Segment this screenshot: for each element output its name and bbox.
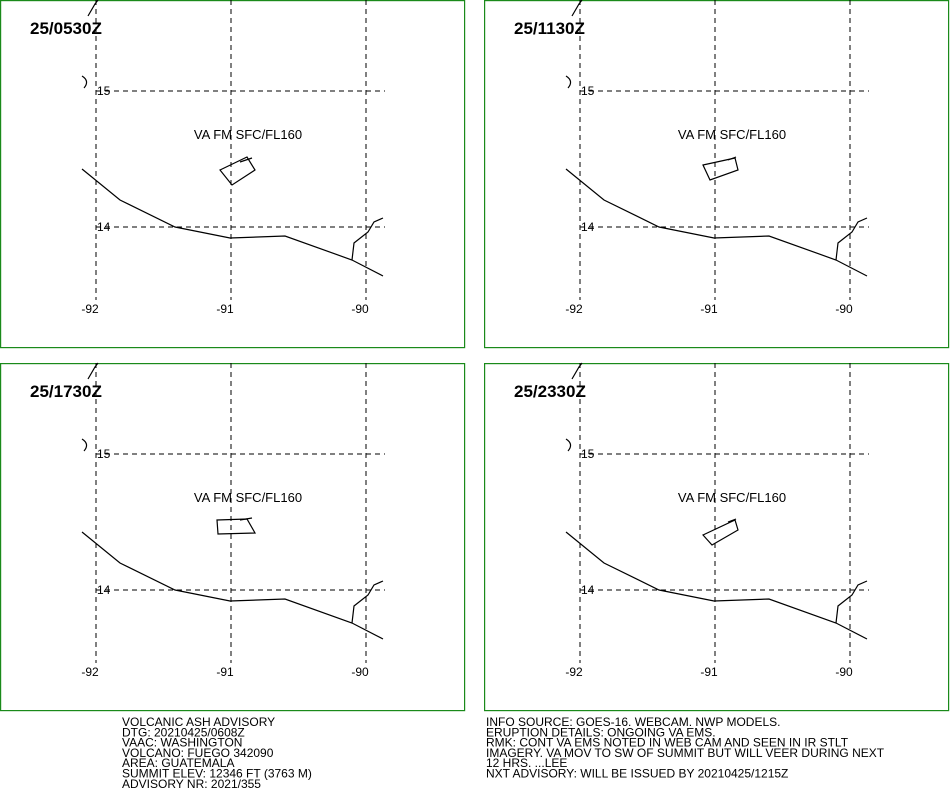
border bbox=[87, 0, 99, 17]
panel-frame bbox=[0, 0, 466, 349]
advisory-line: ADVISORY NR: 2021/355 bbox=[122, 777, 261, 791]
advisory-line: ERUPTION DETAILS: ONGOING VA EMS. bbox=[486, 725, 716, 739]
lon-label: -92 bbox=[565, 302, 583, 316]
advisory-line: IMAGERY. VA MOV TO SW OF SUMMIT BUT WILL… bbox=[486, 746, 885, 760]
border bbox=[81, 75, 88, 89]
coastline bbox=[565, 168, 868, 277]
lon-label: -90 bbox=[835, 302, 853, 316]
lat-label: 15 bbox=[581, 84, 595, 98]
lon-label: -92 bbox=[81, 665, 99, 679]
ash-polygon bbox=[702, 519, 739, 546]
valid-time: 25/1730Z bbox=[30, 382, 102, 401]
ash-polygon bbox=[216, 518, 257, 535]
advisory-line: DTG: 20210425/0608Z bbox=[122, 725, 245, 739]
lat-label: 14 bbox=[581, 220, 595, 234]
ash-cloud bbox=[219, 156, 256, 186]
ash-label: VA FM SFC/FL160 bbox=[678, 127, 786, 142]
lon-label: -92 bbox=[565, 665, 583, 679]
panel-frame bbox=[484, 0, 950, 349]
ash-polygon bbox=[219, 156, 256, 186]
border bbox=[87, 362, 99, 380]
ash-cloud bbox=[702, 156, 739, 181]
map-panel: 25/1730Z VA FM SFC/FL160 15 14 -92 -91 -90 bbox=[0, 362, 466, 712]
advisory-line: VOLCANO: FUEGO 342090 bbox=[122, 746, 274, 760]
ash-hatch bbox=[239, 157, 253, 163]
border bbox=[835, 217, 868, 261]
advisory-line: VOLCANIC ASH ADVISORY bbox=[122, 715, 275, 729]
advisory-line: VAAC: WASHINGTON bbox=[122, 736, 242, 750]
ash-hatch bbox=[727, 156, 737, 161]
lat-label: 14 bbox=[97, 583, 111, 597]
advisory-line: SUMMIT ELEV: 12346 FT (3763 M) bbox=[122, 767, 312, 781]
advisory-line: 12 HRS. ...LEE bbox=[486, 756, 567, 770]
map-panel: 25/1130Z VA FM SFC/FL160 15 14 -92 -91 -90 bbox=[484, 0, 950, 349]
lon-label: -90 bbox=[835, 665, 853, 679]
lon-label: -91 bbox=[216, 302, 234, 316]
ash-hatch bbox=[727, 518, 737, 523]
map-panel: 25/2330Z VA FM SFC/FL160 15 14 -92 -91 -90 bbox=[484, 362, 950, 712]
lat-label: 14 bbox=[97, 220, 111, 234]
lon-label: -91 bbox=[216, 665, 234, 679]
valid-time: 25/1130Z bbox=[514, 19, 585, 38]
advisory-line: AREA: GUATEMALA bbox=[122, 756, 234, 770]
ash-polygon bbox=[702, 157, 739, 181]
ash-hatch bbox=[239, 517, 253, 521]
lat-label: 15 bbox=[97, 84, 111, 98]
coastline bbox=[565, 531, 868, 640]
advisory-line: RMK: CONT VA EMS NOTED IN WEB CAM AND SE… bbox=[486, 736, 849, 750]
valid-time: 25/0530Z bbox=[30, 19, 102, 38]
panel-frame bbox=[0, 363, 466, 712]
coastline bbox=[81, 531, 384, 640]
border bbox=[571, 0, 583, 17]
lon-label: -90 bbox=[351, 665, 369, 679]
border bbox=[351, 580, 384, 624]
lat-label: 15 bbox=[97, 447, 111, 461]
advisory-line: NXT ADVISORY: WILL BE ISSUED BY 20210425… bbox=[486, 767, 788, 781]
panel-frame bbox=[484, 363, 950, 712]
border bbox=[571, 362, 583, 380]
valid-time: 25/2330Z bbox=[514, 382, 586, 401]
lon-label: -90 bbox=[351, 302, 369, 316]
border bbox=[81, 438, 88, 452]
lat-label: 15 bbox=[581, 447, 595, 461]
ash-label: VA FM SFC/FL160 bbox=[678, 490, 786, 505]
border bbox=[565, 75, 572, 89]
advisory-line: INFO SOURCE: GOES-16. WEBCAM. NWP MODELS… bbox=[486, 715, 781, 729]
ash-cloud bbox=[702, 518, 739, 546]
map-panel: 25/0530Z VA FM SFC/FL160 15 14 -92 -91 -90 bbox=[0, 0, 466, 349]
lon-label: -91 bbox=[700, 302, 718, 316]
ash-label: VA FM SFC/FL160 bbox=[194, 127, 302, 142]
ash-cloud bbox=[216, 517, 257, 535]
border bbox=[565, 438, 572, 452]
border bbox=[351, 217, 384, 261]
lon-label: -92 bbox=[81, 302, 99, 316]
lon-label: -91 bbox=[700, 665, 718, 679]
lat-label: 14 bbox=[581, 583, 595, 597]
border bbox=[835, 580, 868, 624]
ash-label: VA FM SFC/FL160 bbox=[194, 490, 302, 505]
